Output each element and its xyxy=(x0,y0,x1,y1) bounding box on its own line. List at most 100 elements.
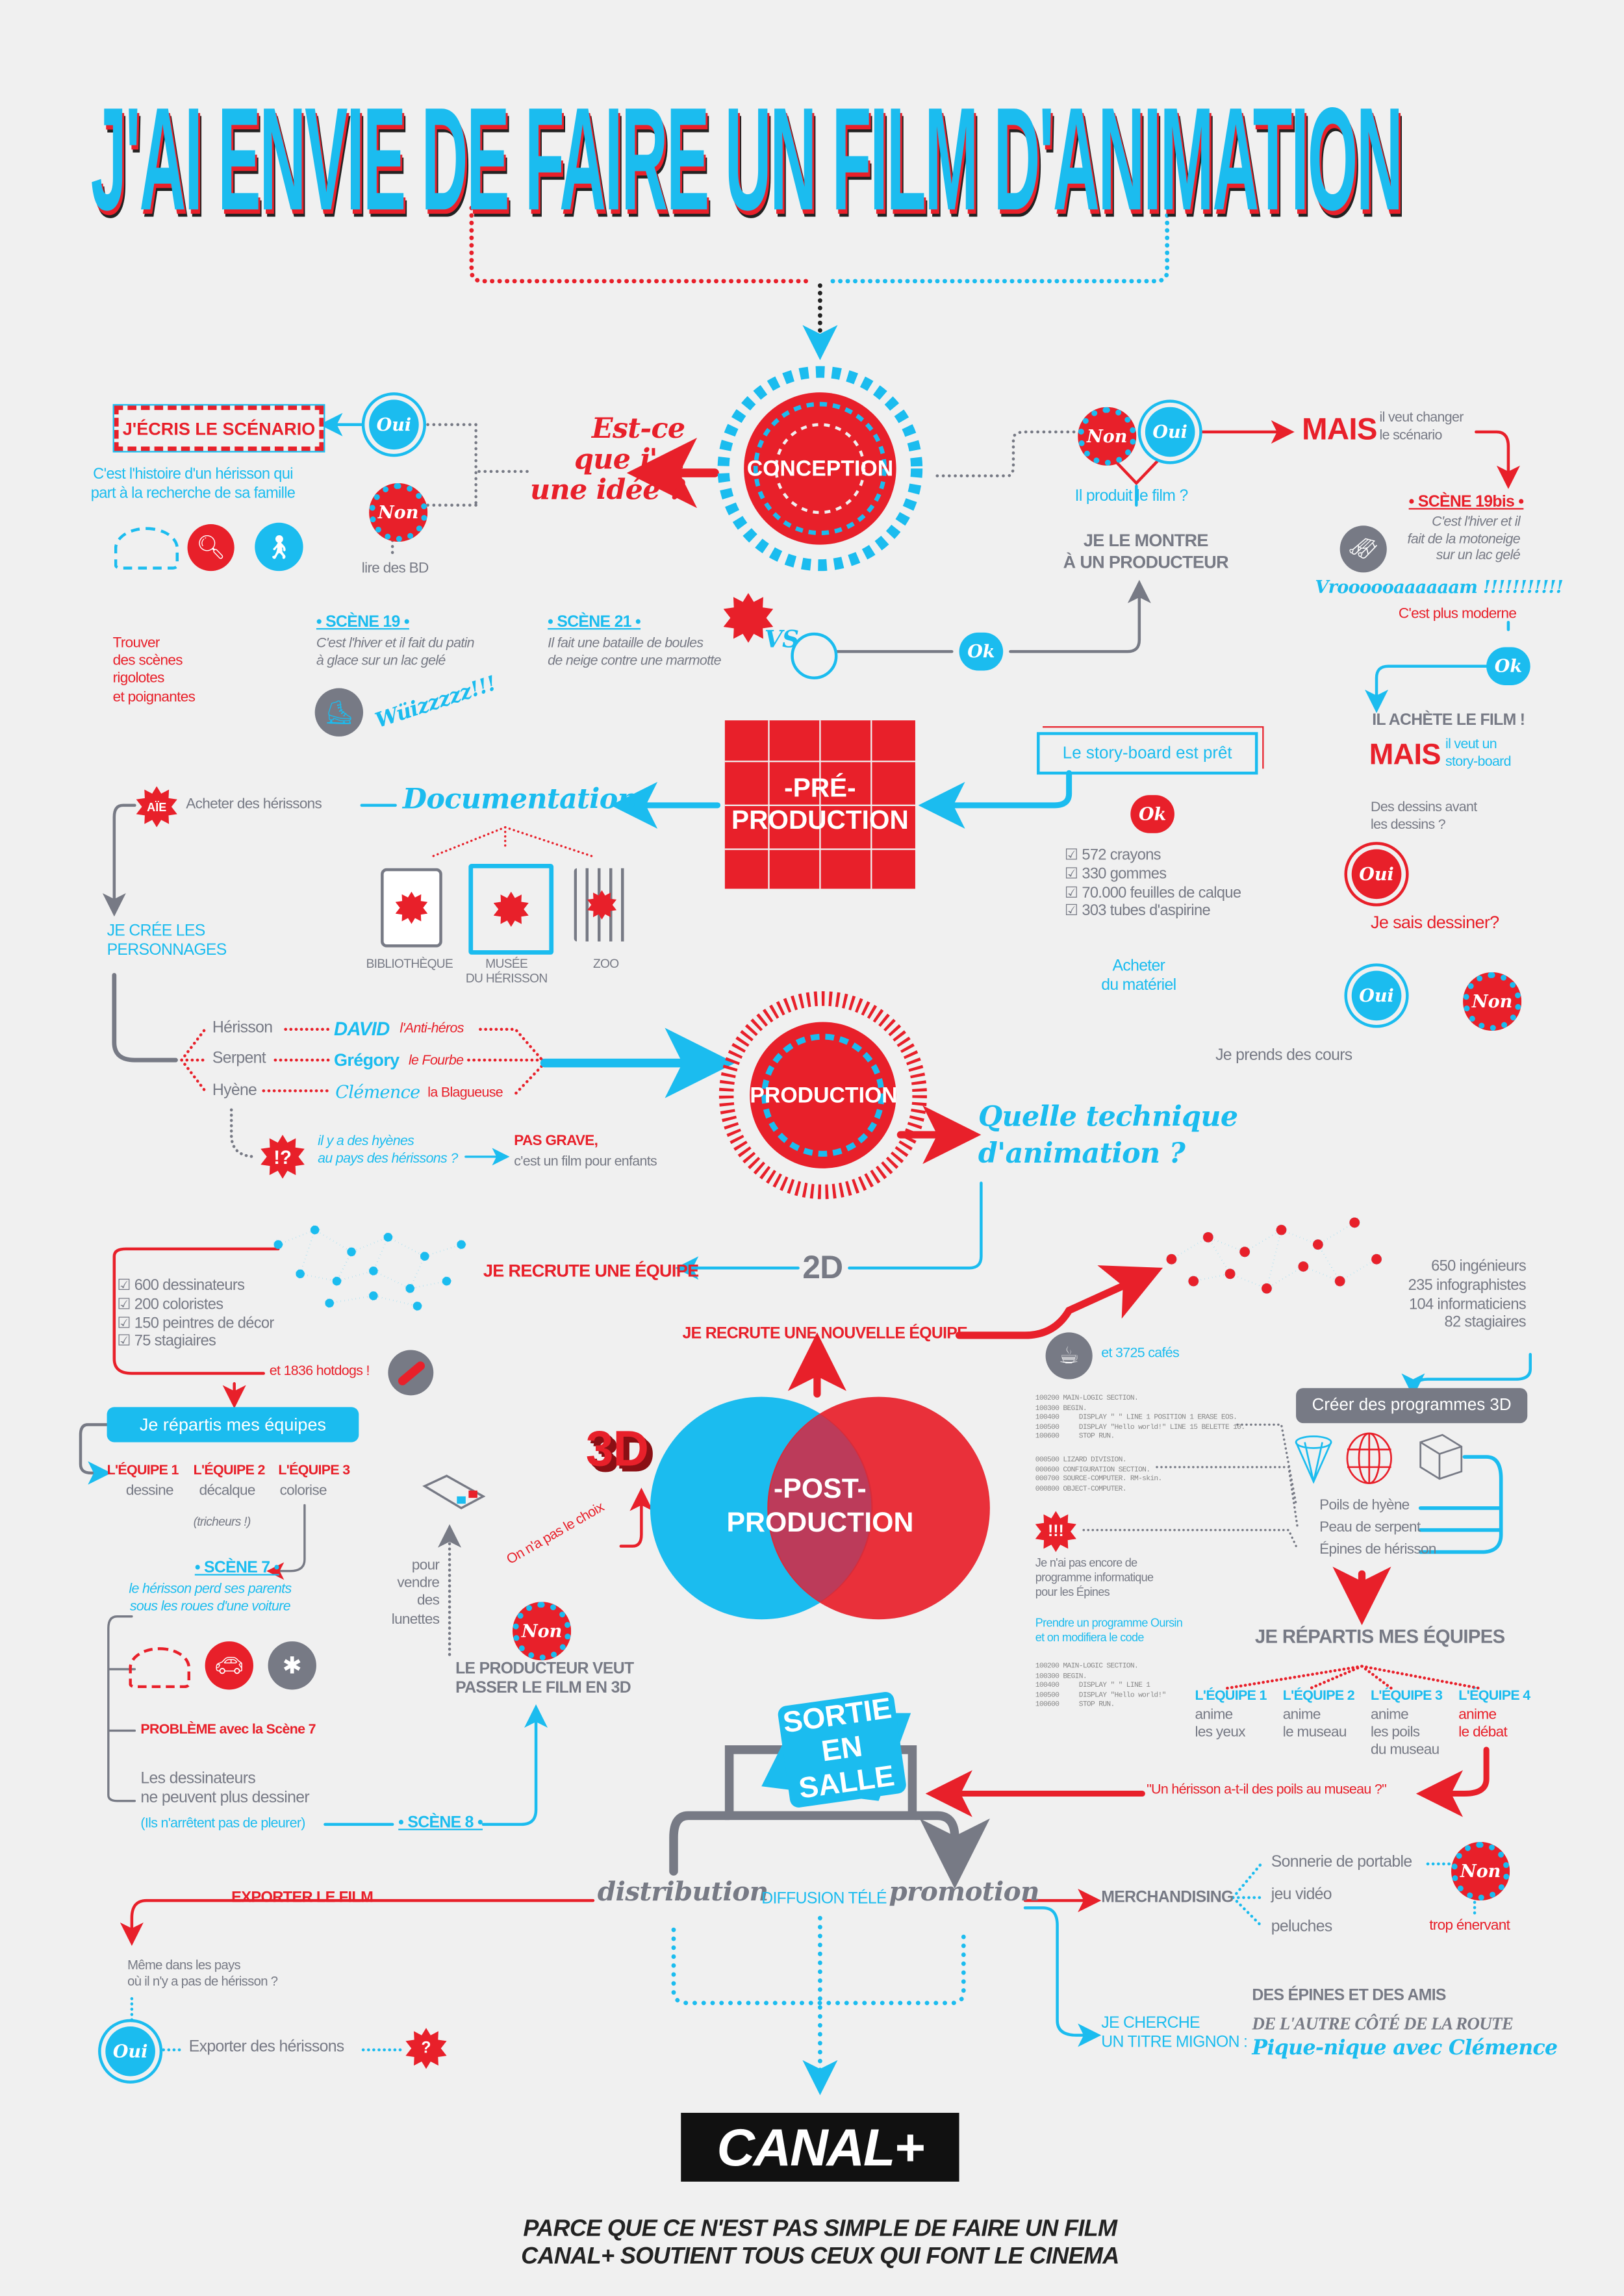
team-3d-item: 82 stagiaires xyxy=(1444,1313,1527,1332)
stage-sortie-en-salle: SORTIE EN SALLE xyxy=(776,1691,907,1809)
produce-question: Il produit le film ? xyxy=(1074,487,1189,505)
code-block: 000500 LIZARD DIVISION. 000600 CONFIGURA… xyxy=(1035,1455,1163,1493)
too-annoying-text: trop énervant xyxy=(1429,1918,1510,1934)
storyboard-ready-label: Le story-board est prêt xyxy=(1062,744,1232,763)
read-comics-text: lire des BD xyxy=(361,561,429,577)
stage-preproduction: -PRÉ- PRODUCTION xyxy=(731,774,909,835)
zoo-cage-icon xyxy=(574,868,630,942)
place-zoo: ZOO xyxy=(592,956,619,971)
oursin-text: Prendre un programme Oursin et on modifi… xyxy=(1035,1616,1183,1645)
recruit-new-team-text: JE RECRUTE UNE NOUVELLE ÉQUIPE xyxy=(682,1325,968,1343)
title-connector-blue xyxy=(826,205,1170,284)
supply-item: 330 gommes xyxy=(1065,865,1241,884)
hyenas-question: il y a des hyènes au pays des hérissons … xyxy=(318,1133,458,1167)
problem-text: PROBLÈME avec la Scène 7 xyxy=(140,1722,316,1738)
cheaters-text: (tricheurs !) xyxy=(193,1513,251,1529)
technique-question: Quelle technique d'animation ? xyxy=(978,1101,1238,1170)
crying-text: (Ils n'arrêtent pas de pleurer) xyxy=(140,1815,305,1832)
library-book-icon xyxy=(381,868,442,948)
find-scenes-text: Trouver des scènes rigolotes et poignant… xyxy=(112,635,196,705)
hotdog-icon xyxy=(388,1350,434,1396)
write-script-box: J'ÉCRIS LE SCÉNARIO xyxy=(112,404,325,453)
kids-film-text: c'est un film pour enfants xyxy=(514,1154,657,1170)
stage-preproduction-puzzle xyxy=(724,720,915,889)
split-teams-label: Je répartis mes équipes xyxy=(139,1414,327,1435)
ok-badge: Ok xyxy=(959,632,1004,671)
coffee-icon: ☕︎ xyxy=(1045,1332,1093,1380)
idea-question: Est-ce que j'ai une idée ? xyxy=(530,412,685,507)
stage-production: PRODUCTION xyxy=(750,1083,898,1108)
buys-film-text: IL ACHÈTE LE FILM ! xyxy=(1372,711,1525,729)
can-draw-question: Je sais dessiner? xyxy=(1371,912,1499,933)
oui-badge-draw: Oui xyxy=(1351,849,1402,900)
stage-conception: CONCEPTION xyxy=(746,456,894,481)
buy-material-text: Acheter du matériel xyxy=(1101,957,1176,995)
not-serious-text: PAS GRAVE, xyxy=(514,1133,598,1150)
producer-3d-text: LE PRODUCTEUR VEUT PASSER LE FILM EN 3D xyxy=(455,1660,634,1698)
page-title: J'AI ENVIE DE FAIRE UN FILM D'ANIMATION xyxy=(90,77,1403,242)
title-connector-red xyxy=(469,205,811,284)
team-task: décalque xyxy=(199,1483,256,1500)
marmot-icon xyxy=(791,632,838,679)
scene-21-title: • SCÈNE 21 • xyxy=(548,613,641,631)
scene-7-text: le hérisson perd ses parents sous les ro… xyxy=(129,1581,292,1615)
scene-8-title: • SCÈNE 8 • xyxy=(398,1814,483,1832)
scene-7-title: • SCÈNE 7 • xyxy=(194,1559,280,1577)
team-3d-item: 650 ingénieurs xyxy=(1431,1257,1527,1276)
non-badge-lessons: Non xyxy=(1463,972,1522,1031)
team-2d-item: 75 stagiaires xyxy=(117,1333,273,1352)
supply-item: 572 crayons xyxy=(1065,846,1241,865)
stage-conception-spiral xyxy=(717,366,923,572)
cute-title-text: JE CHERCHE UN TITRE MIGNON : xyxy=(1101,2014,1248,2052)
hotdogs-text: et 1836 hotdogs ! xyxy=(269,1363,370,1380)
flattened-hedgehog-icon: ✱ xyxy=(268,1641,316,1690)
network-2d xyxy=(273,1224,466,1311)
supplies-checklist: 572 crayons 330 gommes 70.000 feuilles d… xyxy=(1065,846,1241,921)
show-producer-text: JE LE MONTRE À UN PRODUCTEUR xyxy=(1063,530,1229,572)
merch-item: peluches xyxy=(1271,1918,1333,1936)
team-3d-task: anime le museau xyxy=(1282,1707,1347,1741)
car-icon: 🚗︎ xyxy=(205,1641,253,1690)
ok-badge-buy: Ok xyxy=(1486,647,1530,686)
character-name: Grégory xyxy=(333,1050,400,1070)
create-programs-label: Créer des programmes 3D xyxy=(1312,1396,1512,1415)
character-trait: la Blagueuse xyxy=(427,1085,503,1102)
debate-quote: "Un hérisson a-t-il des poils au museau … xyxy=(1147,1782,1387,1798)
red-hedgehog-icon xyxy=(129,1647,191,1689)
team-3d-name: L'ÉQUIPE 1 xyxy=(1195,1688,1267,1705)
3d-logo: 3D xyxy=(585,1421,649,1478)
team-name: L'ÉQUIPE 2 xyxy=(193,1463,266,1479)
hiker-icon: 🚶︎ xyxy=(255,522,303,572)
network-3d xyxy=(1165,1217,1383,1294)
ok-badge-storyboard: Ok xyxy=(1130,795,1174,833)
team-3d-task: anime les poils du museau xyxy=(1371,1707,1440,1760)
team-2d-item: 200 coloristes xyxy=(117,1296,273,1315)
tv-broadcast-label: DIFFUSION TÉLÉ xyxy=(761,1890,887,1908)
scene-19-title: • SCÈNE 19 • xyxy=(316,613,410,631)
drawings-before-text: Des dessins avant les dessins ? xyxy=(1371,799,1477,833)
team-task: dessine xyxy=(125,1483,174,1500)
merchandising-label: MERCHANDISING xyxy=(1101,1889,1234,1907)
scene-21-text: Il fait une bataille de boules de neige … xyxy=(548,635,721,669)
place-museum: MUSÉE DU HÉRISSON xyxy=(465,956,548,986)
title-option: DES ÉPINES ET DES AMIS xyxy=(1252,1987,1446,2005)
export-film-text: EXPORTER LE FILM xyxy=(231,1889,374,1907)
character-name: DAVID xyxy=(333,1017,390,1040)
title-option: DE L'AUTRE CÔTÉ DE LA ROUTE xyxy=(1252,2013,1514,2034)
team-3d-task: anime les yeux xyxy=(1195,1707,1246,1741)
stage-postproduction-venn xyxy=(650,1396,990,1620)
create-characters-text: JE CRÉE LES PERSONNAGES xyxy=(107,922,227,960)
buy-hedgehogs-text: Acheter des hérissons xyxy=(186,796,322,813)
non-badge-3d: Non xyxy=(513,1602,572,1661)
museum-frame-icon xyxy=(468,864,554,955)
3d-glasses-icon xyxy=(422,1474,486,1509)
canal-plus-logo: CANAL+ xyxy=(681,2112,959,2182)
texture-item: Poils de hyène xyxy=(1319,1498,1410,1514)
texture-item: Épines de hérisson xyxy=(1319,1541,1436,1558)
but-label: MAIS xyxy=(1302,412,1377,447)
non-badge-ringtone: Non xyxy=(1451,1841,1510,1901)
vroom-text: Vroooooaaaaaam !!!!!!!!!!! xyxy=(1315,577,1564,598)
character-animal: Hérisson xyxy=(212,1018,273,1037)
supply-item: 303 tubes d'aspirine xyxy=(1065,903,1241,922)
export-hedgehogs-text: Exporter des hérissons xyxy=(188,2037,344,2056)
